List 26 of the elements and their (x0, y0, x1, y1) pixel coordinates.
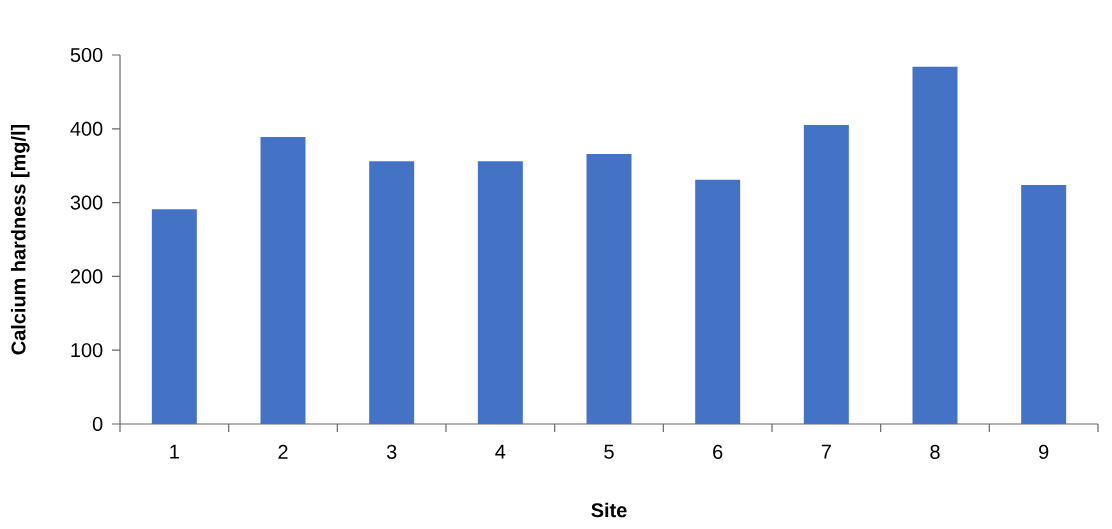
x-tick-label: 1 (170, 444, 179, 459)
bar (260, 136, 306, 424)
x-tick-label: 9 (1039, 444, 1049, 459)
bar (586, 153, 632, 424)
x-tick-label: 2 (278, 444, 288, 459)
x-tick-label: 6 (713, 444, 723, 459)
y-tick-label: 500 (70, 47, 103, 63)
bar (369, 161, 415, 424)
bar (803, 125, 849, 424)
bar (695, 179, 741, 424)
x-axis-title: Site (591, 502, 627, 518)
y-tick-label: 400 (70, 121, 103, 136)
x-tick-label: 4 (495, 444, 506, 459)
y-tick-label: 100 (71, 343, 103, 358)
bar (912, 66, 958, 424)
y-tick-label: 300 (70, 195, 103, 210)
y-axis-title: Calcium hardness [mg/l] (10, 124, 30, 355)
y-tick-label: 0 (92, 416, 103, 432)
x-tick-label: 3 (386, 444, 397, 459)
x-tick-label: 5 (604, 444, 614, 459)
bar (1021, 184, 1067, 424)
y-tick-label: 200 (70, 269, 103, 284)
x-tick-label: 7 (821, 444, 831, 459)
bar (151, 209, 197, 424)
bar (477, 161, 523, 424)
x-tick-label: 8 (930, 444, 940, 459)
